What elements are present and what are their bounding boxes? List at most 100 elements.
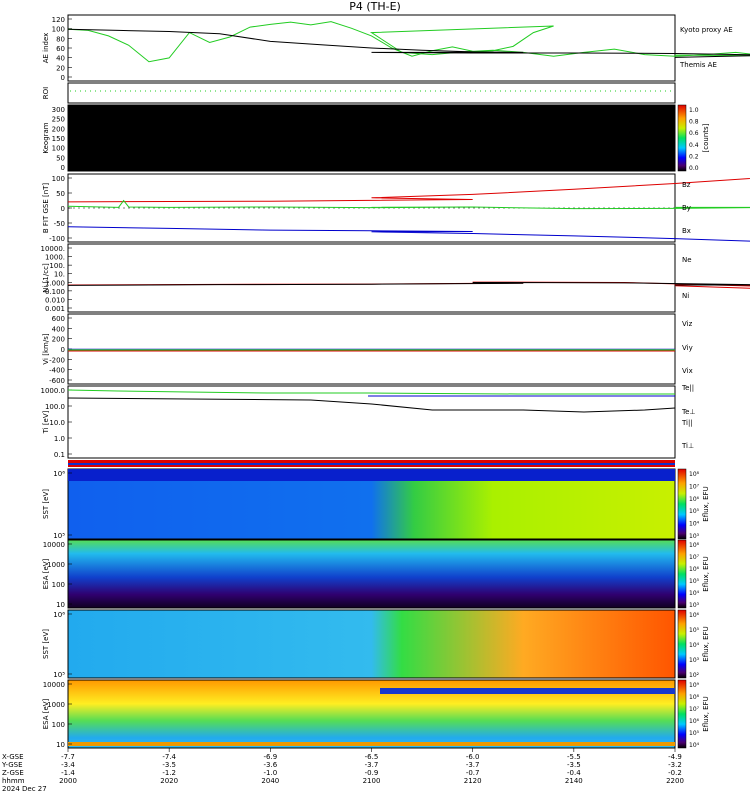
ytick-label: 100: [52, 175, 65, 183]
legend-v: Viy: [682, 344, 693, 352]
colorbar-label: Eflux, EFU: [702, 696, 710, 731]
colorbar-tick: 0.6: [689, 130, 699, 137]
ytick-label: 50: [56, 190, 65, 198]
colorbar-label: Eflux, EFU: [702, 486, 710, 521]
stripe-blue: [68, 463, 675, 465]
ytick-label: 150: [52, 135, 65, 143]
ylabel: ESA [eV]: [42, 698, 50, 729]
xtick-label: 2000: [59, 777, 77, 785]
xtick-label: -3.6: [263, 761, 277, 769]
ytick-label: 250: [52, 116, 65, 124]
ytick-label: 10⁶: [53, 611, 65, 619]
xaxis-row-label: Y-GSE: [1, 761, 23, 769]
ytick-label: 10000.: [41, 245, 66, 253]
series-line-themis-ae: [67, 28, 750, 58]
colorbar-esa-ion: [677, 679, 687, 749]
sst-electron-topband: [68, 469, 675, 481]
legend-b: Bz: [682, 181, 691, 189]
xtick-label: -5.5: [567, 753, 581, 761]
panel-sst-ion: [67, 609, 676, 679]
temp-line-te: [67, 397, 676, 413]
xtick-label: -0.4: [567, 769, 581, 777]
ytick-label: 10000: [43, 681, 65, 689]
ylabel: ROI: [42, 87, 50, 99]
stripe-red: [68, 460, 675, 463]
colorbar-tick: 0.4: [689, 142, 699, 149]
colorbar-tick: 10⁴: [689, 521, 700, 528]
xaxis-row-label: 2024 Dec 27: [2, 785, 47, 793]
ytick-label: 10: [56, 741, 65, 749]
colorbar-tick: 10⁵: [689, 627, 700, 634]
colorbar-tick: 10⁷: [689, 706, 700, 713]
colorbar-tick: 10⁸: [689, 542, 700, 549]
legend-t: Te⊥: [681, 408, 696, 416]
xtick-label: -0.7: [466, 769, 480, 777]
ytick-label: 10⁵: [53, 532, 65, 540]
ytick-label: 10⁵: [53, 671, 65, 679]
panel-keogram: [67, 104, 676, 172]
bfield-line-Bx: [67, 226, 750, 242]
colorbar-tick: 0.2: [689, 153, 699, 160]
xtick-label: -1.0: [263, 769, 277, 777]
panel-temperature-frame: [67, 385, 676, 459]
panel-density-frame: [67, 243, 676, 313]
colorbar-tick: 10⁴: [689, 642, 700, 649]
ytick-label: 40: [56, 55, 65, 63]
ylabel: SST [eV]: [42, 629, 50, 659]
xtick-label: -3.4: [61, 761, 75, 769]
ytick-label: 100: [52, 581, 65, 589]
colorbar-keogram: [677, 104, 687, 172]
ytick-label: 0.010: [45, 296, 65, 304]
xaxis-row-label: hhmm: [2, 777, 25, 785]
colorbar-tick: 10³: [689, 602, 700, 609]
xtick-label: -3.5: [162, 761, 176, 769]
ylabel: Ni [1/cc]: [42, 263, 50, 293]
ytick-label: 0.1: [54, 451, 65, 459]
ytick-label: -600: [49, 377, 65, 385]
colorbar-tick: 0.0: [689, 165, 699, 172]
ytick-label: 300: [52, 106, 65, 114]
colorbar-tick: 10⁶: [689, 566, 700, 573]
ytick-label: 100.0: [45, 403, 65, 411]
ytick-label: 20: [56, 64, 65, 72]
ylabel: ESA [eV]: [42, 558, 50, 589]
ytick-label: 10000: [43, 541, 65, 549]
ylabel: Ti [eV]: [42, 410, 50, 434]
ytick-label: 1.0: [54, 435, 65, 443]
ytick-label: 10⁶: [53, 470, 65, 478]
ytick-label: 50: [56, 154, 65, 162]
xtick-label: 2100: [363, 777, 381, 785]
ylabel: AE index: [42, 33, 50, 64]
colorbar-tick: 10³: [689, 533, 700, 540]
ylabel: Vi [km/s]: [42, 333, 50, 364]
ytick-label: 400: [52, 325, 65, 333]
xtick-label: -6.0: [466, 753, 480, 761]
xtick-label: -6.5: [365, 753, 379, 761]
colorbar-tick: 10⁴: [689, 590, 700, 597]
xtick-label: 2140: [565, 777, 583, 785]
esa-ion-band: [380, 688, 675, 694]
colorbar-tick: 1.0: [689, 107, 699, 114]
ytick-label: -200: [49, 356, 65, 364]
ytick-label: 100: [52, 721, 65, 729]
colorbar-tick: 10⁷: [689, 554, 700, 561]
colorbar-tick: 0.8: [689, 119, 699, 126]
ytick-label: 200: [52, 336, 65, 344]
series-line-kyoto-ae: [67, 21, 750, 63]
colorbar-tick: 10⁸: [689, 471, 700, 478]
colorbar-tick: 10⁶: [689, 718, 700, 725]
ytick-label: -50: [54, 220, 65, 228]
colorbar-tick: 10⁶: [689, 612, 700, 619]
xtick-label: 2200: [666, 777, 684, 785]
legend-t: Te||: [681, 384, 694, 392]
ytick-label: 60: [56, 45, 65, 53]
xtick-label: 2120: [464, 777, 482, 785]
xtick-label: 2040: [261, 777, 279, 785]
esa-ion-bottomband: [68, 742, 675, 746]
ytick-label: 100.: [49, 262, 65, 270]
colorbar-tick: 10²: [689, 672, 700, 679]
xaxis-row-label: Z-GSE: [2, 769, 24, 777]
ytick-label: 10.0: [49, 419, 65, 427]
colorbar-tick: 10⁶: [689, 496, 700, 503]
